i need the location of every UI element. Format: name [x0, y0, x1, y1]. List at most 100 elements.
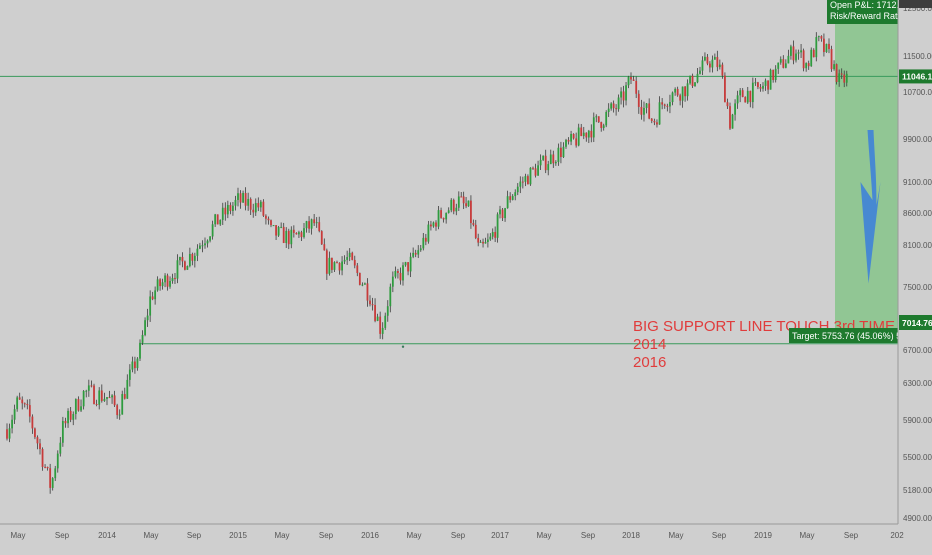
candle-up [141, 334, 144, 343]
x-tick-label: May [668, 531, 683, 540]
candle-down [509, 196, 512, 200]
candle-up [645, 103, 648, 108]
candle-down [544, 155, 547, 171]
candle-up [364, 283, 366, 285]
candle-down [90, 385, 93, 387]
candle-up [221, 207, 224, 220]
candle-up [467, 200, 470, 207]
candle-down [726, 102, 729, 107]
x-tick-label: May [406, 531, 421, 540]
candle-up [149, 296, 152, 316]
candle-down [721, 64, 724, 76]
candle-up [196, 248, 199, 256]
candle-up [171, 277, 174, 282]
candle-up [845, 73, 848, 83]
candle-down [108, 397, 111, 399]
candle-up [427, 224, 430, 242]
candle-up [188, 253, 191, 267]
candle-down [407, 262, 409, 272]
current-price-tag [899, 69, 932, 84]
candle-up [280, 226, 283, 228]
candle-up [232, 205, 234, 211]
candle-up [82, 391, 85, 407]
candle-up [328, 257, 331, 274]
candle-up [713, 56, 716, 60]
candle-down [39, 443, 41, 450]
candle-down [567, 139, 570, 142]
candle-up [797, 52, 800, 54]
candle-up [499, 209, 501, 215]
candle-up [341, 261, 343, 271]
candle-down [239, 193, 242, 203]
candle-down [244, 192, 247, 206]
candle-up [696, 73, 699, 83]
candle-up [718, 64, 721, 68]
x-tick-label: Sep [55, 531, 70, 540]
candle-down [41, 449, 44, 467]
candle-up [736, 95, 739, 104]
candle-down [835, 64, 838, 82]
candle-down [31, 416, 34, 429]
candles-group [6, 32, 848, 494]
candle-up [384, 315, 387, 328]
candle-down [757, 82, 759, 88]
candle-up [254, 203, 257, 213]
candle-up [72, 414, 75, 420]
arrow-group [860, 130, 881, 284]
candle-up [204, 243, 206, 246]
candle-up [779, 59, 782, 63]
x-tick-label: 2018 [622, 531, 640, 540]
candle-down [792, 46, 795, 61]
candle-up [161, 282, 164, 287]
candle-up [432, 222, 435, 227]
candle-down [95, 403, 98, 405]
candle-down [472, 223, 475, 225]
candle-down [767, 80, 769, 90]
candle-down [46, 466, 49, 469]
x-tick-label: 2014 [98, 531, 116, 540]
candle-down [292, 229, 295, 233]
candle-up [422, 237, 425, 249]
candle-up [272, 225, 275, 227]
candle-down [782, 59, 785, 68]
candle-up [777, 62, 780, 69]
candle-down [265, 215, 267, 219]
price-axis-bg [898, 0, 932, 524]
candle-up [704, 56, 706, 61]
candle-up [815, 37, 818, 58]
candle-down [267, 218, 270, 221]
candle-down [252, 209, 255, 213]
candle-up [595, 116, 598, 118]
candle-down [313, 219, 316, 224]
candle-up [671, 92, 674, 103]
candle-up [144, 320, 146, 335]
candle-up [838, 73, 841, 82]
annotation-group: BIG SUPPORT LINE TOUCH 3rd TIME AGAIN201… [401, 0, 932, 371]
y-tick-label: 4900.00 [903, 514, 932, 523]
candle-down [295, 232, 298, 235]
candle-up [769, 69, 772, 90]
candle-up [186, 266, 189, 270]
candle-down [741, 90, 744, 98]
y-tick-label: 10700.00 [903, 88, 932, 97]
candle-down [630, 76, 632, 80]
candle-up [557, 147, 560, 162]
position-box-group [835, 0, 898, 335]
candle-up [739, 90, 742, 96]
candle-down [612, 103, 615, 109]
candle-up [447, 210, 450, 213]
candle-up [136, 358, 139, 369]
candle-up [298, 232, 300, 235]
candle-up [607, 108, 610, 113]
candle-down [26, 404, 29, 406]
candle-up [496, 214, 499, 238]
candle-down [369, 300, 371, 305]
candle-down [650, 118, 653, 121]
candle-down [356, 265, 359, 273]
candle-down [379, 316, 382, 334]
y-tick-label: 5900.00 [903, 416, 932, 425]
candle-up [800, 50, 802, 53]
candle-up [486, 239, 489, 243]
candle-down [358, 272, 361, 285]
